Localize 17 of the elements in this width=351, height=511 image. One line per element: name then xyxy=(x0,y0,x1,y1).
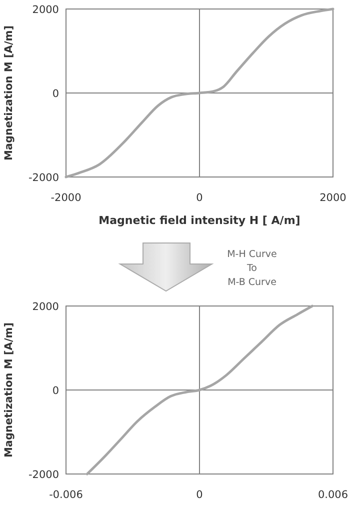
x-tick-label: 0 xyxy=(196,192,203,204)
y-tick-label: 2000 xyxy=(32,4,59,16)
x-tick-label: 2000 xyxy=(320,192,346,204)
y-tick-label: 0 xyxy=(52,385,59,397)
x-axis-title: Magnetic field intensity H [ A/m] xyxy=(98,214,300,227)
x-tick-label: -0.006 xyxy=(49,489,84,501)
y-tick-label: 0 xyxy=(52,88,59,100)
y-tick-label: -2000 xyxy=(28,469,59,481)
y-tick-label: 2000 xyxy=(32,301,59,313)
line-series xyxy=(64,8,334,178)
y-axis-title: Magnetization M [A/m] xyxy=(3,25,15,161)
x-tick-label: 0 xyxy=(196,489,203,501)
text: M-H Curve To M-B Curve xyxy=(227,249,278,288)
line-series xyxy=(86,304,314,476)
x-tick-label: 0.006 xyxy=(318,489,348,501)
y-tick-label: -2000 xyxy=(28,172,59,184)
y-axis-title: Magnetization M [A/m] xyxy=(3,322,15,458)
